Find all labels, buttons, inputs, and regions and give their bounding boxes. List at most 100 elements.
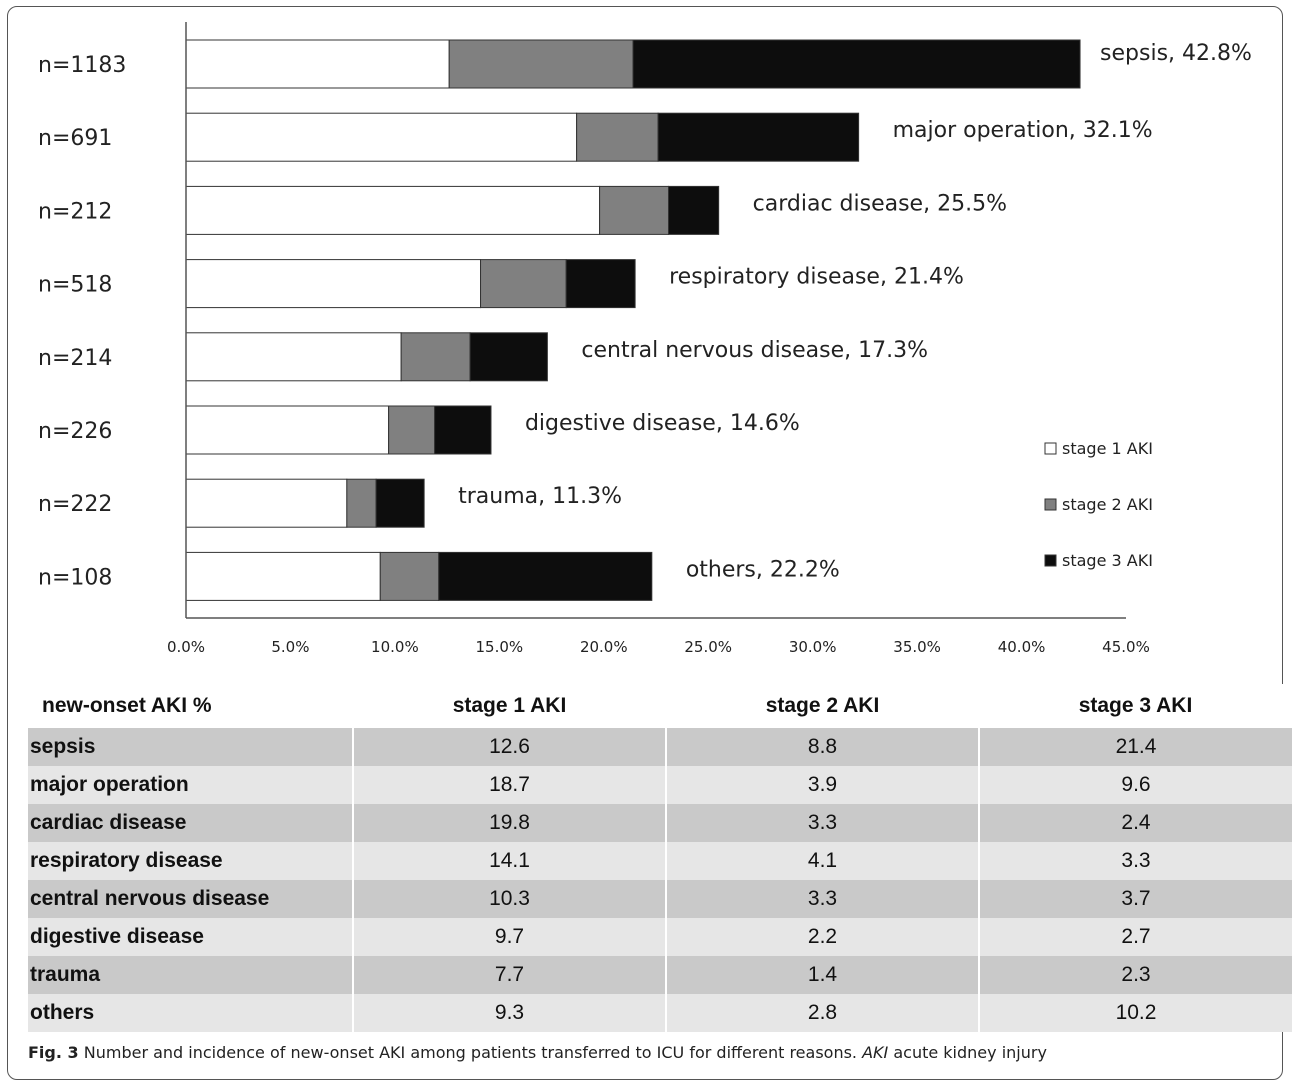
x-tick-label: 35.0% bbox=[893, 638, 941, 656]
legend-label: stage 1 AKI bbox=[1062, 439, 1153, 458]
bar-segment-respiratory-disease-stage-1 bbox=[185, 259, 482, 309]
table-cell: 9.3 bbox=[352, 994, 666, 1032]
caption-label: Fig. 3 bbox=[28, 1043, 79, 1062]
bar-segment-respiratory-disease-stage-2 bbox=[480, 259, 567, 309]
legend: stage 1 AKI stage 2 AKI stage 3 AKI bbox=[1044, 439, 1153, 570]
bar-segment-digestive-disease-stage-1 bbox=[185, 405, 390, 455]
n-label: n=214 bbox=[38, 346, 112, 371]
n-label: n=691 bbox=[38, 126, 112, 151]
x-tick-label: 20.0% bbox=[580, 638, 628, 656]
table-row-label: central nervous disease bbox=[28, 880, 353, 918]
table-cell: 18.7 bbox=[352, 766, 666, 804]
table-cell: 10.3 bbox=[352, 880, 666, 918]
n-label: n=222 bbox=[38, 492, 112, 517]
table-row: sepsis 12.6 8.8 21.4 bbox=[28, 728, 1292, 766]
table-cell: 19.8 bbox=[352, 804, 666, 842]
table-cell: 2.7 bbox=[978, 918, 1292, 956]
table-cell: 9.6 bbox=[978, 766, 1292, 804]
bar-segment-central-nervous-disease-stage-1 bbox=[185, 332, 402, 382]
table-body: sepsis 12.6 8.8 21.4 major operation 18.7 3.9 9… bbox=[28, 728, 1292, 1032]
legend-label: stage 3 AKI bbox=[1062, 551, 1153, 570]
x-tick-label: 5.0% bbox=[271, 638, 309, 656]
bar-label: major operation, 32.1% bbox=[893, 118, 1153, 143]
bar-segment-others-stage-1 bbox=[185, 551, 381, 601]
bar-segment-central-nervous-disease-stage-3 bbox=[469, 332, 548, 382]
bar-segment-others-stage-2 bbox=[379, 551, 440, 601]
n-label: n=518 bbox=[38, 273, 112, 298]
table-row: others 9.3 2.8 10.2 bbox=[28, 994, 1292, 1032]
legend-swatch bbox=[1044, 554, 1057, 567]
table-row: digestive disease 9.7 2.2 2.7 bbox=[28, 918, 1292, 956]
table-cell: 14.1 bbox=[352, 842, 666, 880]
table-cell: 10.2 bbox=[978, 994, 1292, 1032]
bar-segment-trauma-stage-2 bbox=[346, 478, 377, 528]
bar-label: others, 22.2% bbox=[686, 557, 840, 582]
figure-caption: Fig. 3 Number and incidence of new-onset… bbox=[28, 1043, 1047, 1062]
table-cell: 12.6 bbox=[352, 728, 666, 766]
figure-frame bbox=[7, 6, 1283, 1080]
bar-segment-digestive-disease-stage-3 bbox=[434, 405, 492, 455]
table-cell: 3.9 bbox=[665, 766, 979, 804]
table-cell: 7.7 bbox=[352, 956, 666, 994]
n-label: n=1183 bbox=[38, 53, 126, 78]
table-cell: 8.8 bbox=[665, 728, 979, 766]
x-tick-label: 40.0% bbox=[998, 638, 1046, 656]
table-cell: 9.7 bbox=[352, 918, 666, 956]
caption-text: Number and incidence of new-onset AKI am… bbox=[78, 1043, 863, 1062]
bar-segment-cardiac-disease-stage-3 bbox=[668, 185, 720, 235]
table-header-cell: stage 2 AKI bbox=[666, 684, 979, 728]
table-cell: 2.2 bbox=[665, 918, 979, 956]
table-row-label: trauma bbox=[28, 956, 353, 994]
bar-segment-digestive-disease-stage-2 bbox=[388, 405, 436, 455]
table-cell: 1.4 bbox=[665, 956, 979, 994]
x-tick-label: 45.0% bbox=[1102, 638, 1150, 656]
x-tick-label: 25.0% bbox=[684, 638, 732, 656]
table-cell: 3.3 bbox=[665, 804, 979, 842]
legend-swatch bbox=[1044, 498, 1057, 511]
bar-segment-trauma-stage-1 bbox=[185, 478, 348, 528]
table-cell: 2.4 bbox=[978, 804, 1292, 842]
bar-segment-sepsis-stage-3 bbox=[632, 39, 1081, 89]
data-table: new-onset AKI % stage 1 AKI stage 2 AKI … bbox=[28, 684, 1292, 1032]
legend-label: stage 2 AKI bbox=[1062, 495, 1153, 514]
bar-segment-cardiac-disease-stage-2 bbox=[599, 185, 670, 235]
x-tick-label: 10.0% bbox=[371, 638, 419, 656]
table-row-label: cardiac disease bbox=[28, 804, 353, 842]
table-header-row: new-onset AKI % stage 1 AKI stage 2 AKI … bbox=[28, 684, 1292, 728]
table-cell: 3.7 bbox=[978, 880, 1292, 918]
table-cell: 2.3 bbox=[978, 956, 1292, 994]
table-header-cell: stage 1 AKI bbox=[353, 684, 666, 728]
x-tick-label: 15.0% bbox=[476, 638, 524, 656]
table-row: major operation 18.7 3.9 9.6 bbox=[28, 766, 1292, 804]
bar-label: digestive disease, 14.6% bbox=[525, 411, 800, 436]
bar-label: trauma, 11.3% bbox=[458, 484, 622, 509]
bar-segment-major-operation-stage-3 bbox=[657, 112, 860, 162]
table-row: cardiac disease 19.8 3.3 2.4 bbox=[28, 804, 1292, 842]
bars-group: n=1183 sepsis, 42.8% n=691 major operation,… bbox=[38, 39, 1252, 601]
axes-group bbox=[185, 22, 1126, 619]
caption-abbreviation: AKI bbox=[862, 1043, 889, 1062]
bar-segment-others-stage-3 bbox=[438, 551, 653, 601]
table-cell: 21.4 bbox=[978, 728, 1292, 766]
table-row-label: sepsis bbox=[28, 728, 353, 766]
bar-segment-cardiac-disease-stage-1 bbox=[185, 185, 601, 235]
n-label: n=212 bbox=[38, 199, 112, 224]
stacked-bar-chart: n=1183 sepsis, 42.8% n=691 major operation,… bbox=[38, 22, 1252, 656]
table-row: respiratory disease 14.1 4.1 3.3 bbox=[28, 842, 1292, 880]
n-label: n=108 bbox=[38, 565, 112, 590]
bar-segment-major-operation-stage-1 bbox=[185, 112, 578, 162]
table-cell: 4.1 bbox=[665, 842, 979, 880]
bar-segment-sepsis-stage-2 bbox=[448, 39, 634, 89]
table-header-cell: stage 3 AKI bbox=[979, 684, 1292, 728]
table-cell: 3.3 bbox=[665, 880, 979, 918]
caption-definition: acute kidney injury bbox=[888, 1043, 1047, 1062]
bar-label: respiratory disease, 21.4% bbox=[669, 265, 964, 290]
table-row-label: respiratory disease bbox=[28, 842, 353, 880]
bar-segment-trauma-stage-3 bbox=[375, 478, 425, 528]
n-label: n=226 bbox=[38, 419, 112, 444]
bar-segment-major-operation-stage-2 bbox=[576, 112, 659, 162]
bar-segment-respiratory-disease-stage-3 bbox=[565, 259, 636, 309]
bar-segment-central-nervous-disease-stage-2 bbox=[400, 332, 471, 382]
table-row: trauma 7.7 1.4 2.3 bbox=[28, 956, 1292, 994]
legend-swatch bbox=[1044, 442, 1057, 455]
